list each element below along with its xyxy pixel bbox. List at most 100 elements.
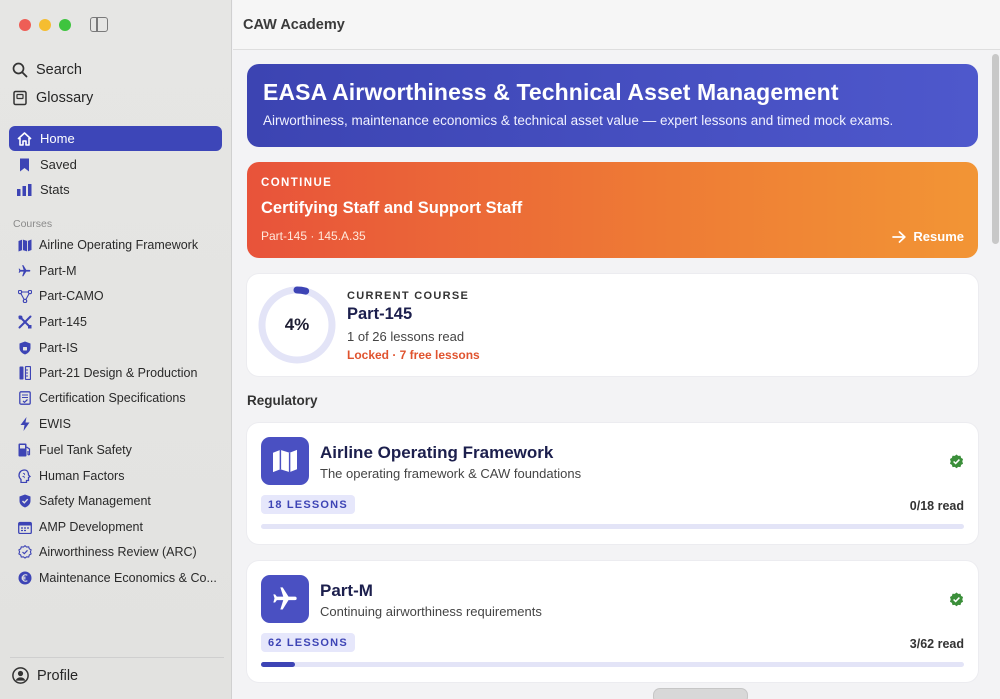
sidebar-course-amp-development[interactable]: AMP Development xyxy=(9,516,224,538)
hero-subtitle: Airworthiness, maintenance economics & t… xyxy=(263,113,894,128)
sidebar-course-maintenance-economics[interactable]: Maintenance Economics & Co... xyxy=(9,567,224,589)
sidebar-item-home[interactable]: Home xyxy=(9,126,222,151)
bolt-icon xyxy=(17,417,32,432)
ruler-icon xyxy=(17,366,32,381)
resume-label: Resume xyxy=(913,229,964,244)
hero-title: EASA Airworthiness & Technical Asset Man… xyxy=(263,79,839,105)
bookmark-icon xyxy=(17,157,32,172)
sidebar-course-part-145[interactable]: Part-145 xyxy=(9,311,224,333)
sidebar-course-safety-management[interactable]: Safety Management xyxy=(9,490,224,512)
search-icon xyxy=(12,62,28,78)
progress-bar xyxy=(261,524,964,529)
brain-icon xyxy=(17,469,32,484)
euro-icon xyxy=(17,571,32,586)
resume-button[interactable]: Resume xyxy=(892,229,964,244)
course-subtitle: Continuing airworthiness requirements xyxy=(320,604,542,619)
airplane-icon xyxy=(261,575,309,623)
sidebar-course-label: Human Factors xyxy=(39,469,125,483)
sidebar-course-part-is[interactable]: Part-IS xyxy=(9,337,224,359)
document-check-icon xyxy=(17,391,32,406)
profile-button[interactable]: Profile xyxy=(12,667,78,684)
tools-icon xyxy=(17,315,32,330)
floating-tooltip-peek xyxy=(654,689,747,699)
sidebar-course-part-m[interactable]: Part-M xyxy=(9,260,224,282)
sidebar-course-label: Part-CAMO xyxy=(39,289,104,303)
continue-card[interactable]: CONTINUE Certifying Staff and Support St… xyxy=(247,162,978,258)
course-card-airline-operating-framework[interactable]: Airline Operating Framework The operatin… xyxy=(247,423,978,544)
app-title: CAW Academy xyxy=(243,17,345,33)
sidebar-course-label: Part-21 Design & Production xyxy=(39,366,198,380)
lessons-count-badge: 62 LESSONS xyxy=(261,633,355,652)
glossary-label: Glossary xyxy=(36,90,94,106)
main-content: CAW Academy EASA Airworthiness & Technic… xyxy=(233,0,1000,699)
sidebar-course-airworthiness-review[interactable]: Airworthiness Review (ARC) xyxy=(9,541,224,563)
airplane-icon xyxy=(17,264,32,279)
sidebar-course-label: AMP Development xyxy=(39,520,143,534)
sidebar-course-ewis[interactable]: EWIS xyxy=(9,413,224,435)
section-heading-regulatory: Regulatory xyxy=(247,393,318,408)
seal-check-icon xyxy=(17,545,32,560)
sidebar-course-label: Maintenance Economics & Co... xyxy=(39,571,217,585)
sidebar-course-certification-specifications[interactable]: Certification Specifications xyxy=(9,387,224,409)
progress-bar-fill xyxy=(261,662,295,667)
sidebar-item-label: Home xyxy=(40,131,75,146)
sidebar-item-saved[interactable]: Saved xyxy=(9,152,222,177)
sidebar-course-label: Airworthiness Review (ARC) xyxy=(39,545,197,559)
read-count: 3/62 read xyxy=(909,637,964,651)
progress-ring xyxy=(258,286,336,364)
window-controls xyxy=(19,19,71,31)
sidebar-toggle-icon[interactable] xyxy=(90,17,108,32)
sidebar-course-human-factors[interactable]: Human Factors xyxy=(9,465,224,487)
progress-bar xyxy=(261,662,964,667)
chart-icon xyxy=(17,182,32,197)
course-subtitle: The operating framework & CAW foundation… xyxy=(320,466,582,481)
current-course-card[interactable]: 4% CURRENT COURSE Part-145 1 of 26 lesso… xyxy=(247,274,978,376)
sidebar-course-label: Safety Management xyxy=(39,494,151,508)
scrollbar[interactable] xyxy=(992,54,999,244)
sidebar-course-label: Certification Specifications xyxy=(39,391,186,405)
search-button[interactable]: Search xyxy=(12,58,82,82)
sidebar-course-part-21[interactable]: Part-21 Design & Production xyxy=(9,362,224,384)
titlebar: CAW Academy xyxy=(233,0,1000,50)
calendar-icon xyxy=(17,520,32,535)
house-icon xyxy=(17,131,32,146)
current-course-locked-status: Locked · 7 free lessons xyxy=(347,348,480,362)
sidebar-divider xyxy=(10,657,224,658)
continue-lesson-title: Certifying Staff and Support Staff xyxy=(261,199,523,217)
zoom-window-button[interactable] xyxy=(59,19,71,31)
sidebar: Search Glossary Home Saved Stats Courses xyxy=(0,0,232,699)
arrow-right-icon xyxy=(892,230,907,243)
current-course-label: CURRENT COURSE xyxy=(347,290,470,302)
current-course-progress: 1 of 26 lessons read xyxy=(347,329,465,344)
progress-percent: 4% xyxy=(284,315,310,334)
sidebar-course-label: Fuel Tank Safety xyxy=(39,443,132,457)
sidebar-course-label: Part-IS xyxy=(39,341,78,355)
sidebar-item-stats[interactable]: Stats xyxy=(9,177,222,202)
sidebar-course-label: EWIS xyxy=(39,417,71,431)
sidebar-course-fuel-tank-safety[interactable]: Fuel Tank Safety xyxy=(9,439,224,461)
map-icon xyxy=(261,437,309,485)
shield-lock-icon xyxy=(17,341,32,356)
verified-check-icon xyxy=(949,592,964,607)
continue-lesson-meta: Part-145 · 145.A.35 xyxy=(261,229,366,243)
close-window-button[interactable] xyxy=(19,19,31,31)
sidebar-course-label: Part-M xyxy=(39,264,77,278)
sidebar-course-label: Part-145 xyxy=(39,315,87,329)
shield-check-icon xyxy=(17,494,32,509)
course-card-part-m[interactable]: Part-M Continuing airworthiness requirem… xyxy=(247,561,978,682)
hero-banner: EASA Airworthiness & Technical Asset Man… xyxy=(247,64,978,147)
minimize-window-button[interactable] xyxy=(39,19,51,31)
course-title: Part-M xyxy=(320,581,373,600)
sidebar-course-part-camo[interactable]: Part-CAMO xyxy=(9,285,224,307)
sidebar-course-airline-operating-framework[interactable]: Airline Operating Framework xyxy=(9,234,224,256)
glossary-button[interactable]: Glossary xyxy=(12,86,93,110)
courses-section-label: Courses xyxy=(13,218,53,230)
current-course-title: Part-145 xyxy=(347,305,413,323)
profile-label: Profile xyxy=(37,667,79,684)
map-icon xyxy=(17,238,32,253)
verified-check-icon xyxy=(949,454,964,469)
book-icon xyxy=(13,90,27,106)
sidebar-course-label: Airline Operating Framework xyxy=(39,238,199,252)
network-icon xyxy=(17,289,32,304)
